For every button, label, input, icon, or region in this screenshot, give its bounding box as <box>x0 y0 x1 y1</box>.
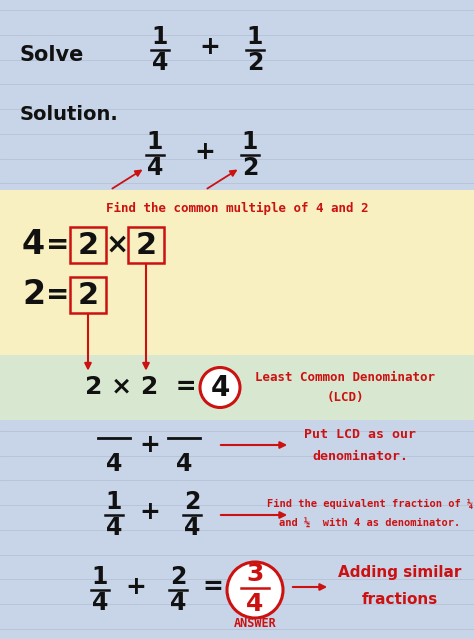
Text: 4: 4 <box>106 452 122 476</box>
Text: =: = <box>202 575 223 599</box>
Text: 2: 2 <box>22 279 45 311</box>
Text: +: + <box>139 433 160 457</box>
Circle shape <box>227 562 283 618</box>
Text: Find the equivalent fraction of ¼: Find the equivalent fraction of ¼ <box>267 499 473 509</box>
Text: 1: 1 <box>247 25 263 49</box>
Text: Find the common multiple of 4 and 2: Find the common multiple of 4 and 2 <box>106 202 368 215</box>
Text: (LCD): (LCD) <box>326 391 364 404</box>
Text: 2: 2 <box>136 231 156 259</box>
Text: 1: 1 <box>106 490 122 514</box>
Text: +: + <box>194 140 216 164</box>
Text: Solve: Solve <box>20 45 84 65</box>
Text: +: + <box>126 575 146 599</box>
Text: 4: 4 <box>170 591 186 615</box>
Circle shape <box>200 367 240 408</box>
Text: 2: 2 <box>184 490 200 514</box>
Text: +: + <box>139 500 160 524</box>
Text: 1: 1 <box>147 130 163 154</box>
Text: 4: 4 <box>22 229 45 261</box>
Text: 4: 4 <box>210 374 230 401</box>
Text: 2: 2 <box>170 565 186 589</box>
Text: 2: 2 <box>77 281 99 309</box>
Text: =: = <box>46 281 70 309</box>
Text: 4: 4 <box>246 592 264 616</box>
Text: fractions: fractions <box>362 592 438 606</box>
Text: Solution.: Solution. <box>20 105 119 125</box>
Text: +: + <box>200 35 220 59</box>
Text: 1: 1 <box>92 565 108 589</box>
Text: 2: 2 <box>247 51 263 75</box>
Text: Put LCD as our: Put LCD as our <box>304 427 416 440</box>
Text: 3: 3 <box>246 562 264 586</box>
Text: 4: 4 <box>106 516 122 540</box>
Text: ANSWER: ANSWER <box>234 617 276 630</box>
Text: 1: 1 <box>152 25 168 49</box>
Text: =: = <box>46 231 70 259</box>
Text: 1: 1 <box>242 130 258 154</box>
Text: Least Common Denominator: Least Common Denominator <box>255 371 435 384</box>
Text: 4: 4 <box>152 51 168 75</box>
Text: 2: 2 <box>242 156 258 180</box>
Text: 2 × 2  =: 2 × 2 = <box>85 376 197 399</box>
Text: 2: 2 <box>77 231 99 259</box>
Text: 4: 4 <box>184 516 200 540</box>
FancyBboxPatch shape <box>70 277 106 313</box>
Text: and ½  with 4 as denominator.: and ½ with 4 as denominator. <box>279 519 461 529</box>
Text: 4: 4 <box>92 591 108 615</box>
Text: denominator.: denominator. <box>312 449 408 463</box>
FancyBboxPatch shape <box>70 227 106 263</box>
Text: 4: 4 <box>147 156 163 180</box>
Text: ×: × <box>105 231 128 259</box>
FancyBboxPatch shape <box>0 355 474 420</box>
Text: 4: 4 <box>176 452 192 476</box>
Text: Adding similar: Adding similar <box>338 566 462 580</box>
FancyBboxPatch shape <box>0 190 474 355</box>
FancyBboxPatch shape <box>128 227 164 263</box>
